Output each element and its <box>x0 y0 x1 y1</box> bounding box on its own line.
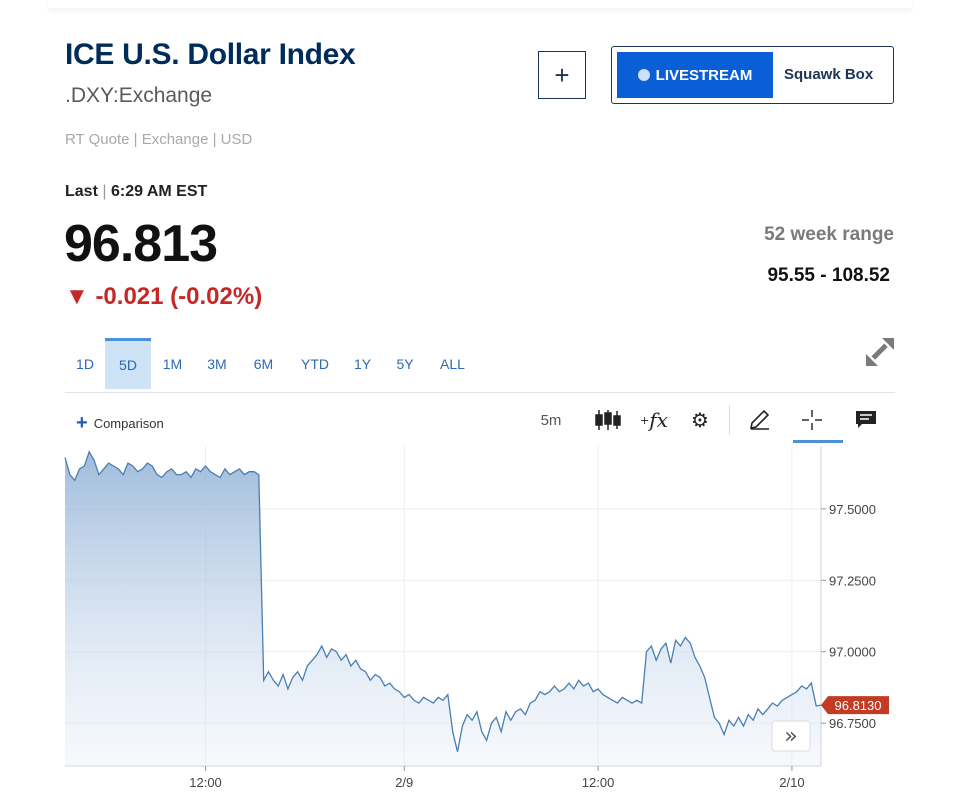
double-chevron-icon: » <box>784 724 797 749</box>
toolbar-separator <box>729 405 730 435</box>
interval-selector[interactable]: 5m <box>540 411 562 429</box>
price-line <box>64 450 822 752</box>
add-to-watchlist-button[interactable]: + <box>538 51 586 99</box>
time-range-tabs: 1D 5D 1M 3M 6M YTD 1Y 5Y ALL <box>65 338 477 389</box>
gear-icon[interactable]: ⚙ <box>691 409 709 432</box>
x-tick-label: 2/10 <box>779 775 804 790</box>
page-title: ICE U.S. Dollar Index <box>65 38 356 71</box>
function-icon[interactable]: + fx <box>640 408 668 432</box>
last-price-tag <box>821 696 889 715</box>
pencil-icon[interactable] <box>744 404 774 436</box>
tab-1m[interactable]: 1M <box>162 355 183 372</box>
range-value: 95.55 - 108.52 <box>767 265 890 286</box>
last-time: 6:29 AM EST <box>110 183 208 200</box>
y-tick-label: 97.5000 <box>829 502 876 517</box>
down-arrow-icon: ▼ <box>65 283 89 310</box>
last-separator: | <box>102 183 107 200</box>
x-tick-label: 2/9 <box>395 775 413 790</box>
livestream-widget: LIVESTREAM Squawk Box <box>611 46 894 104</box>
price-chart[interactable]: 97.5000 97.2500 97.0000 96.7500 12:00 2/9 12:0… <box>0 446 960 802</box>
x-tick-label: 12:00 <box>582 775 615 790</box>
tab-ytd[interactable]: YTD <box>301 355 329 372</box>
toolbar-divider <box>65 392 895 393</box>
tab-6m[interactable]: 6M <box>253 355 274 372</box>
quote-meta: RT Quote | Exchange | USD <box>65 131 253 148</box>
last-price: 96.813 <box>64 215 218 273</box>
ticker-symbol: .DXY:Exchange <box>65 84 213 107</box>
tab-1y[interactable]: 1Y <box>353 355 372 372</box>
tab-5d[interactable]: 5D <box>105 338 151 389</box>
comparison-label: Comparison <box>93 415 164 431</box>
crosshair-icon[interactable] <box>797 404 827 436</box>
livestream-label: LIVESTREAM <box>655 66 753 84</box>
last-price-tag-label: 96.8130 <box>835 698 882 713</box>
comment-icon[interactable] <box>851 404 881 436</box>
y-tick-label: 97.2500 <box>829 573 876 588</box>
price-area <box>65 451 821 766</box>
tab-5y[interactable]: 5Y <box>396 355 414 372</box>
tab-3m[interactable]: 3M <box>207 355 227 372</box>
expand-icon[interactable] <box>864 336 896 368</box>
scroll-latest-button[interactable] <box>771 720 811 752</box>
top-nav-shadow <box>48 0 912 8</box>
candlestick-icon[interactable] <box>592 404 624 436</box>
last-label: Last <box>65 183 98 200</box>
tab-1d[interactable]: 1D <box>76 355 94 372</box>
livestream-button[interactable]: LIVESTREAM <box>617 52 773 98</box>
squawk-box-link[interactable]: Squawk Box <box>784 66 874 83</box>
y-tick-label: 97.0000 <box>829 645 876 660</box>
plus-icon: + <box>76 412 88 434</box>
change-value: -0.021 (-0.02%) <box>95 283 263 310</box>
range-label: 52 week range <box>764 224 894 245</box>
price-change: ▼ -0.021 (-0.02%) <box>65 283 262 311</box>
comparison-button[interactable]: + Comparison <box>76 412 164 434</box>
tab-all[interactable]: ALL <box>440 355 465 372</box>
y-tick-label: 96.7500 <box>829 716 876 731</box>
x-tick-label: 12:00 <box>189 775 222 790</box>
last-trade-time: Last | 6:29 AM EST <box>65 183 207 201</box>
crosshair-active-indicator <box>793 440 843 443</box>
live-dot-icon <box>637 69 650 81</box>
